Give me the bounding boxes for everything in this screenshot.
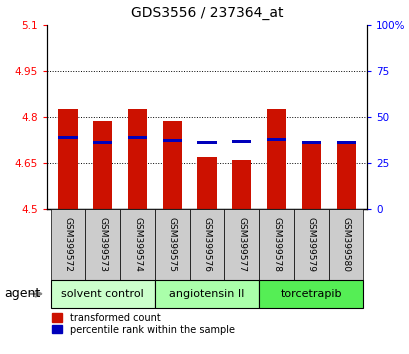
Text: GSM399576: GSM399576 [202,217,211,272]
Bar [224,209,258,280]
Bar [301,141,320,209]
Title: GDS3556 / 237364_at: GDS3556 / 237364_at [130,6,283,19]
Text: torcetrapib: torcetrapib [280,289,341,299]
Text: GSM399574: GSM399574 [133,217,142,272]
Bar [197,157,216,209]
Bar [293,209,328,280]
Bar [155,209,189,280]
Text: GSM399577: GSM399577 [237,217,246,272]
Bar [336,141,355,144]
Text: GSM399573: GSM399573 [98,217,107,272]
Bar [231,160,251,209]
Bar [50,209,85,280]
Bar [120,209,155,280]
Bar [93,141,112,144]
Bar [301,141,320,144]
Text: GSM399580: GSM399580 [341,217,350,272]
Bar [266,109,285,209]
Bar [162,139,182,142]
Bar [197,141,216,144]
Bar [231,140,251,143]
Bar [258,280,363,308]
Bar [258,209,293,280]
Text: solvent control: solvent control [61,289,144,299]
Bar [58,109,77,209]
Bar [50,280,155,308]
Bar [336,141,355,209]
Bar [85,209,120,280]
Bar [162,121,182,209]
Text: GSM399575: GSM399575 [167,217,176,272]
Bar [93,121,112,209]
Text: GSM399579: GSM399579 [306,217,315,272]
Legend: transformed count, percentile rank within the sample: transformed count, percentile rank withi… [52,313,234,335]
Bar [128,136,147,139]
Text: agent: agent [4,287,40,300]
Bar [128,109,147,209]
Bar [155,280,258,308]
Bar [266,138,285,141]
Text: angiotensin II: angiotensin II [169,289,244,299]
Text: GSM399578: GSM399578 [272,217,281,272]
Bar [58,136,77,139]
Bar [189,209,224,280]
Text: GSM399572: GSM399572 [63,217,72,272]
Bar [328,209,363,280]
